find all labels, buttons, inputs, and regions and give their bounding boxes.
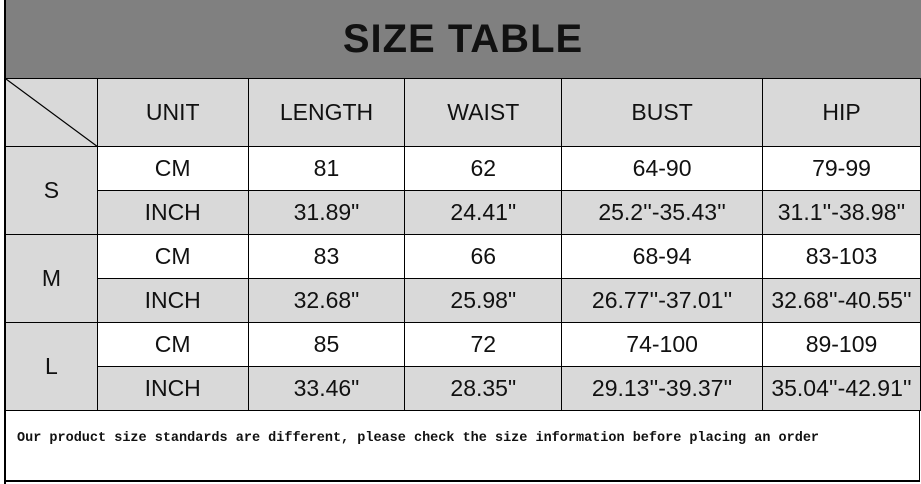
cell-bust: 74-100 (561, 322, 764, 367)
table-row: INCH 33.46" 28.35" 29.13''-39.37'' 35.04''-4… (6, 366, 921, 411)
cell-waist: 66 (404, 234, 563, 279)
header-length: LENGTH (247, 78, 406, 147)
table-row: L CM 85 72 74-100 89-109 (5, 322, 921, 411)
cell-hip: 32.68''-40.55'' (762, 278, 921, 323)
table-row: S CM 81 62 64-90 79-99 (5, 146, 921, 235)
cell-bust: 68-94 (561, 234, 764, 279)
cell-hip: 79-99 (762, 146, 921, 191)
diagonal-line-icon (6, 79, 97, 146)
cell-length: 32.68" (247, 278, 406, 323)
cell-bust: 26.77''-37.01'' (561, 278, 764, 323)
header-hip: HIP (762, 78, 921, 147)
size-label: S (5, 146, 98, 235)
table-row: INCH 32.68" 25.98" 26.77''-37.01'' 32.68''-4… (6, 278, 921, 323)
size-table-title: SIZE TABLE (5, 0, 921, 78)
cell-waist: 25.98" (404, 278, 563, 323)
header-waist: WAIST (404, 78, 563, 147)
cell-hip: 31.1''-38.98'' (762, 190, 921, 235)
header-row: UNIT LENGTH WAIST BUST HIP (5, 78, 921, 147)
cell-waist: 24.41" (404, 190, 563, 235)
cell-unit: CM (96, 146, 249, 191)
cell-waist: 62 (404, 146, 563, 191)
cell-unit: CM (96, 234, 249, 279)
cell-bust: 25.2''-35.43'' (561, 190, 764, 235)
cell-length: 85 (247, 322, 406, 367)
cell-bust: 64-90 (561, 146, 764, 191)
header-unit: UNIT (96, 78, 249, 147)
cell-length: 33.46" (247, 366, 406, 411)
table-row: INCH 31.89" 24.41" 25.2''-35.43'' 31.1''-38.… (6, 190, 921, 235)
cell-hip: 89-109 (762, 322, 921, 367)
header-bust: BUST (561, 78, 764, 147)
cell-bust: 29.13''-39.37'' (561, 366, 764, 411)
size-label: M (5, 234, 98, 323)
size-label: L (5, 322, 98, 411)
cell-unit: INCH (96, 366, 249, 411)
size-table: UNIT LENGTH WAIST BUST HIP S CM 81 62 64-90 7… (5, 78, 921, 411)
cell-waist: 28.35" (404, 366, 563, 411)
cell-waist: 72 (404, 322, 563, 367)
cell-length: 83 (247, 234, 406, 279)
corner-cell (5, 78, 98, 147)
table-row: M CM 83 66 68-94 83-103 (5, 234, 921, 323)
footer-note: Our product size standards are different… (17, 431, 820, 446)
cell-unit: INCH (96, 278, 249, 323)
cell-unit: CM (96, 322, 249, 367)
cell-length: 81 (247, 146, 406, 191)
left-border (4, 0, 6, 484)
footer-note-box: Our product size standards are different… (5, 410, 920, 482)
cell-hip: 83-103 (762, 234, 921, 279)
cell-hip: 35.04''-42.91'' (762, 366, 921, 411)
cell-length: 31.89" (247, 190, 406, 235)
cell-unit: INCH (96, 190, 249, 235)
